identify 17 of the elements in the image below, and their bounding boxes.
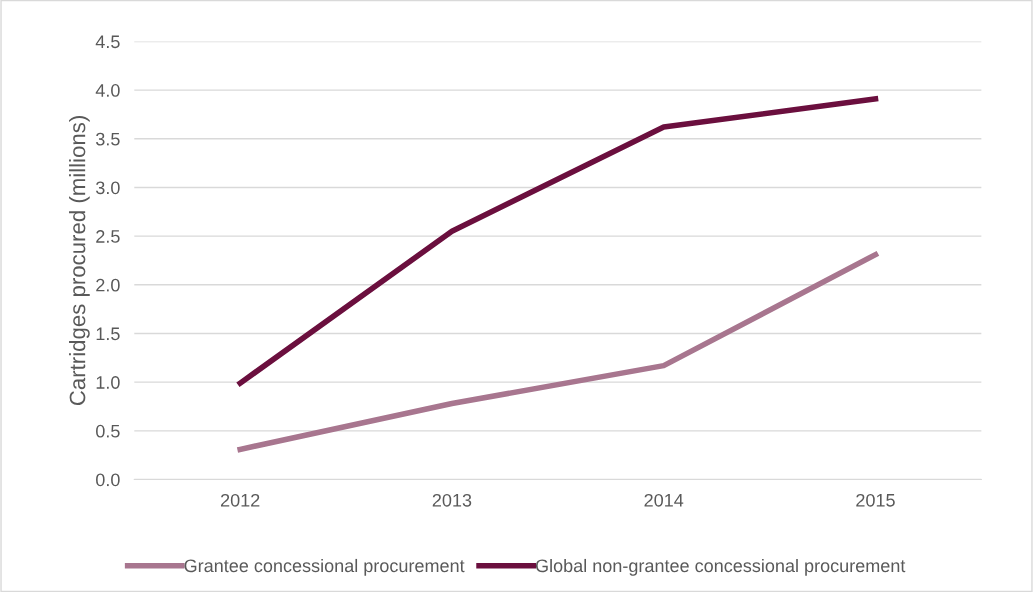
legend-label: Grantee concessional procurement — [184, 558, 465, 576]
y-tick-label: 2.0 — [96, 278, 120, 292]
legend-label: Global non-grantee concessional procurement — [535, 558, 906, 576]
y-axis-title: Cartridges procured (millions) — [69, 116, 90, 406]
x-tick-label: 2013 — [432, 493, 472, 507]
x-tick-label: 2014 — [644, 493, 684, 507]
y-tick-label: 0.0 — [96, 473, 120, 487]
y-tick-label: 1.5 — [96, 327, 120, 341]
x-tick-label: 2015 — [856, 493, 895, 507]
y-tick-label: 4.0 — [95, 84, 120, 97]
y-tick-label: 2.5 — [96, 230, 120, 243]
y-tick-label: 4.5 — [95, 35, 120, 49]
x-tick-label: 2012 — [221, 493, 260, 507]
y-tick-label: 3.5 — [95, 132, 120, 146]
y-tick-label: 1.0 — [96, 376, 120, 389]
y-tick-label: 0.5 — [96, 424, 120, 438]
y-tick-label: 3.0 — [95, 181, 120, 195]
